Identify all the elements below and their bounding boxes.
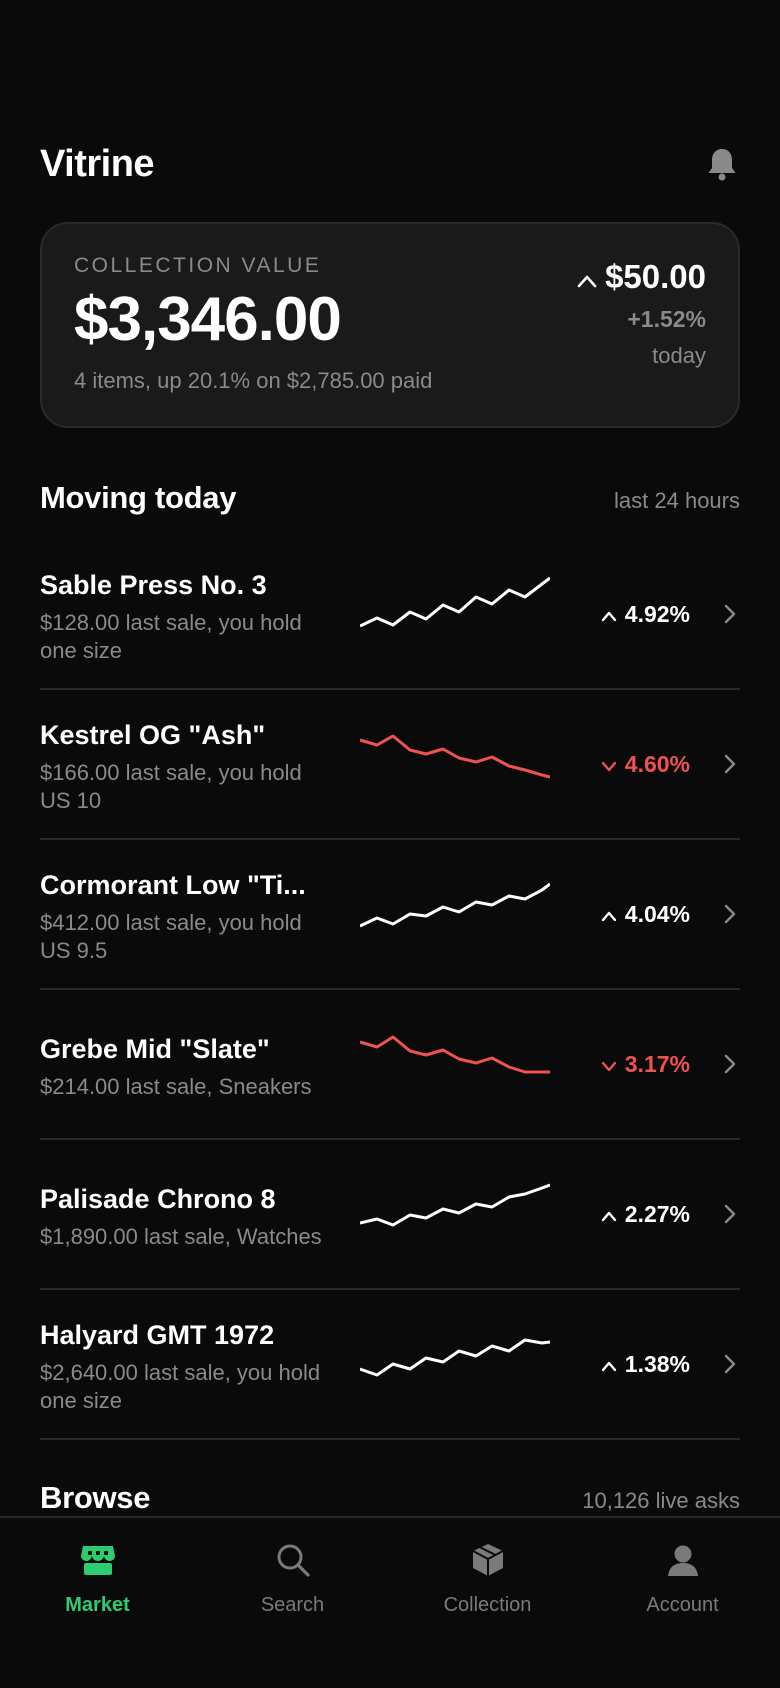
collection-value: $3,346.00 (74, 285, 342, 354)
nav-item-account[interactable]: Account (585, 1518, 780, 1688)
person-icon (663, 1540, 703, 1580)
nav-label: Collection (443, 1594, 532, 1616)
item-subtitle: $214.00 last sale, Sneakers (40, 1073, 312, 1099)
item-name: Grebe Mid "Slate" (40, 1033, 270, 1064)
item-subtitle: $128.00 last sale, you hold one size (40, 609, 302, 663)
caret-up-icon (601, 1201, 617, 1228)
moving-today-title: Moving today (40, 480, 237, 515)
item-text: Cormorant Low "Ti... $412.00 last sale, … (40, 864, 330, 965)
browse-header: Browse 10,126 live asks (40, 1480, 740, 1516)
item-text: Grebe Mid "Slate" $214.00 last sale, Sne… (40, 1028, 330, 1101)
item-change: 2.27% (601, 1140, 690, 1288)
item-name: Kestrel OG "Ash" (40, 719, 266, 750)
nav-item-search[interactable]: Search (195, 1518, 390, 1688)
caret-up-icon (601, 601, 617, 628)
browse-meta: 10,126 live asks (582, 1488, 740, 1513)
nav-label: Market (65, 1594, 130, 1616)
list-item[interactable]: Sable Press No. 3 $128.00 last sale, you… (40, 540, 740, 690)
list-item[interactable]: Cormorant Low "Ti... $412.00 last sale, … (40, 840, 740, 990)
app-header: Vitrine (40, 136, 740, 192)
item-subtitle: $1,890.00 last sale, Watches (40, 1223, 322, 1249)
item-text: Palisade Chrono 8 $1,890.00 last sale, W… (40, 1178, 330, 1251)
sparkline (360, 734, 550, 779)
nav-label: Search (260, 1594, 325, 1616)
box-icon (468, 1540, 508, 1580)
list-item[interactable]: Grebe Mid "Slate" $214.00 last sale, Sne… (40, 990, 740, 1140)
search-icon (273, 1540, 313, 1580)
item-change: 4.60% (601, 690, 690, 838)
daily-change-period: today (652, 343, 706, 368)
daily-change-amount-row: $50.00 (577, 258, 706, 296)
item-name: Sable Press No. 3 (40, 569, 267, 600)
sparkline (360, 576, 550, 628)
bell-icon[interactable] (704, 146, 740, 182)
item-change: 1.38% (601, 1290, 690, 1438)
sparkline (360, 882, 550, 928)
item-name: Cormorant Low "Ti... (40, 869, 306, 900)
item-name: Palisade Chrono 8 (40, 1183, 276, 1214)
caret-up-icon (601, 901, 617, 928)
moving-today-list: Sable Press No. 3 $128.00 last sale, you… (40, 540, 740, 1440)
chevron-right-icon (724, 690, 736, 838)
chevron-right-icon (724, 990, 736, 1138)
list-item[interactable]: Palisade Chrono 8 $1,890.00 last sale, W… (40, 1140, 740, 1290)
sparkline (360, 1035, 550, 1074)
item-change-value: 4.60% (624, 750, 690, 777)
sparkline (360, 1338, 550, 1377)
item-change-value: 4.04% (624, 900, 690, 927)
collection-value-card[interactable]: COLLECTION VALUE $3,346.00 4 items, up 2… (40, 222, 740, 428)
caret-down-icon (601, 751, 617, 778)
chevron-right-icon (724, 540, 736, 688)
moving-today-meta: last 24 hours (614, 488, 740, 513)
chevron-right-icon (724, 1290, 736, 1438)
caret-down-icon (601, 1051, 617, 1078)
list-item[interactable]: Kestrel OG "Ash" $166.00 last sale, you … (40, 690, 740, 840)
chevron-right-icon (724, 1140, 736, 1288)
item-name: Halyard GMT 1972 (40, 1319, 275, 1350)
item-change-value: 2.27% (624, 1200, 690, 1227)
caret-up-icon (601, 1351, 617, 1378)
browse-title: Browse (40, 1480, 151, 1515)
collection-summary: 4 items, up 20.1% on $2,785.00 paid (74, 368, 433, 394)
daily-change-percent: +1.52% (627, 306, 706, 332)
item-change-value: 3.17% (624, 1050, 690, 1077)
daily-change: $50.00 +1.52% today (577, 258, 706, 369)
caret-up-icon (577, 258, 597, 296)
collection-value-label: COLLECTION VALUE (74, 254, 322, 277)
item-subtitle: $166.00 last sale, you hold US 10 (40, 759, 302, 813)
bottom-nav: Market Search Collection (0, 1516, 780, 1688)
storefront-icon (78, 1540, 118, 1580)
sparkline (360, 1183, 550, 1227)
moving-today-header: Moving today last 24 hours (40, 480, 740, 516)
app-title: Vitrine (40, 142, 155, 185)
item-subtitle: $412.00 last sale, you hold US 9.5 (40, 909, 302, 963)
item-text: Sable Press No. 3 $128.00 last sale, you… (40, 564, 330, 665)
item-change-value: 1.38% (624, 1350, 690, 1377)
item-change: 4.92% (601, 540, 690, 688)
chevron-right-icon (724, 840, 736, 988)
item-text: Halyard GMT 1972 $2,640.00 last sale, yo… (40, 1314, 330, 1415)
item-subtitle: $2,640.00 last sale, you hold one size (40, 1359, 321, 1413)
item-change: 3.17% (601, 990, 690, 1138)
nav-item-market[interactable]: Market (0, 1518, 195, 1688)
nav-item-collection[interactable]: Collection (390, 1518, 585, 1688)
daily-change-amount: $50.00 (605, 258, 706, 295)
item-change: 4.04% (601, 840, 690, 988)
nav-label: Account (646, 1594, 719, 1616)
item-text: Kestrel OG "Ash" $166.00 last sale, you … (40, 714, 330, 815)
item-change-value: 4.92% (624, 600, 690, 627)
list-item[interactable]: Halyard GMT 1972 $2,640.00 last sale, yo… (40, 1290, 740, 1440)
